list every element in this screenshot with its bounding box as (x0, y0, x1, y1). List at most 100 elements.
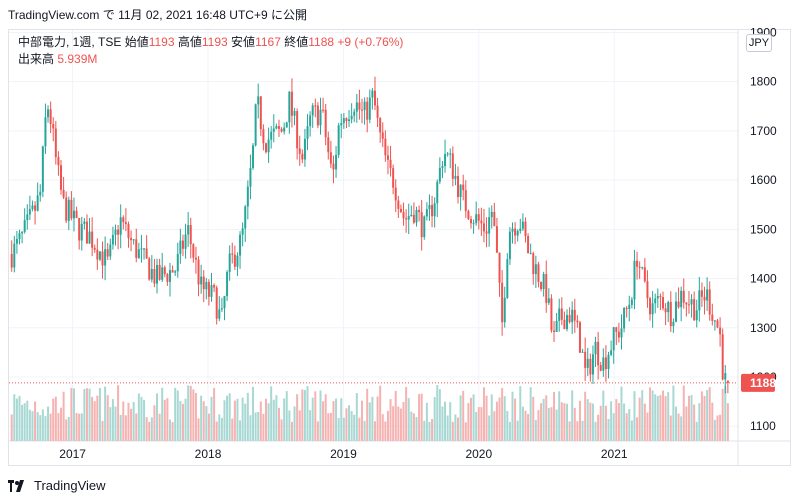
volume-bar (270, 386, 273, 441)
volume-bar (358, 417, 361, 441)
candle-body (47, 109, 50, 118)
candle-body (236, 255, 239, 267)
volume-bar (493, 411, 496, 441)
candle-body (623, 307, 626, 329)
candle-body (672, 321, 675, 327)
candle-body (254, 104, 257, 146)
candle-body (425, 209, 428, 217)
volume-bar (239, 420, 242, 441)
volume-bar (187, 385, 190, 441)
candle-body (641, 267, 644, 269)
candle-body (197, 259, 200, 285)
volume-bar (200, 395, 203, 441)
candle-body (280, 128, 283, 132)
volume-bar (303, 389, 306, 441)
volume-bar (83, 388, 86, 441)
volume-bar (654, 394, 657, 441)
volume-bar (581, 420, 584, 441)
volume-bar (659, 395, 662, 441)
candle-body (114, 229, 117, 235)
volume-bar (65, 419, 68, 441)
candle-body (72, 210, 75, 219)
candle-body (337, 125, 340, 155)
volume-bar (423, 420, 426, 441)
candle-body (664, 308, 667, 313)
volume-bar (664, 396, 667, 441)
volume-bar (44, 416, 47, 441)
volume-bar (467, 403, 470, 441)
volume-bar (706, 390, 709, 441)
volume-bar (610, 401, 613, 441)
candle-body (124, 222, 127, 224)
candle-body (674, 301, 677, 322)
volume-bar (104, 386, 107, 441)
candle-body (563, 319, 566, 330)
time-tick-label: 2019 (330, 447, 357, 461)
candle-body (643, 267, 646, 282)
candle-body (703, 296, 706, 301)
volume-bar (41, 409, 44, 441)
footer-brand-label: TradingView (34, 478, 106, 493)
candle-body (534, 264, 537, 275)
volume-bar (719, 414, 722, 441)
candle-body (547, 298, 550, 303)
candle-body (324, 109, 327, 138)
volume-bar (262, 413, 265, 441)
candle-body (519, 228, 522, 231)
candle-body (591, 354, 594, 375)
candle-body (158, 264, 161, 280)
candle-body (88, 231, 91, 244)
volume-bar (322, 401, 325, 441)
volume-bar (620, 386, 623, 441)
candle-body (532, 253, 535, 275)
volume-bar (345, 408, 348, 441)
candle-body (402, 212, 405, 219)
volume-bar (726, 403, 729, 441)
volume-bar (506, 410, 509, 441)
volume-bar (319, 390, 322, 441)
candle-body (244, 206, 247, 229)
volume-bar (695, 421, 698, 441)
candle-body (381, 132, 384, 139)
volume-bar (296, 394, 299, 441)
volume-bar (394, 390, 397, 441)
volume-bar (275, 395, 278, 441)
candle-body (290, 91, 293, 116)
symbol-label[interactable]: 中部電力, 1週, TSE (18, 35, 122, 49)
candle-body (482, 223, 485, 232)
candle-body (264, 143, 267, 153)
candle-body (451, 153, 454, 179)
candle-body (597, 341, 600, 366)
volume-bar (124, 415, 127, 441)
candle-body (441, 166, 444, 168)
candle-body (475, 214, 478, 224)
volume-bar (433, 397, 436, 441)
candle-body (540, 281, 543, 289)
candle-body (615, 327, 618, 332)
candle-body (646, 281, 649, 299)
candle-body (28, 209, 31, 215)
volume-bar (643, 403, 646, 441)
candle-body (405, 218, 408, 220)
volume-bar (324, 394, 327, 441)
volume-bar (293, 406, 296, 441)
volume-bar (85, 388, 88, 441)
volume-bar (641, 390, 644, 441)
candle-body (54, 128, 57, 158)
volume-bar (628, 409, 631, 441)
candle-body (272, 128, 275, 132)
volume-bar (431, 419, 434, 441)
candle-body (34, 205, 37, 211)
volume-bar (174, 387, 177, 441)
volume-bar (218, 414, 221, 441)
candle-body (122, 217, 125, 223)
volume-bar (93, 401, 96, 441)
candle-body (700, 290, 703, 297)
volume-bar (410, 411, 413, 441)
candle-body (239, 234, 242, 256)
candle-body (111, 234, 114, 245)
price-tick-label: 1300 (750, 321, 777, 335)
currency-button[interactable]: JPY (746, 34, 772, 52)
volume-bar (327, 413, 330, 441)
